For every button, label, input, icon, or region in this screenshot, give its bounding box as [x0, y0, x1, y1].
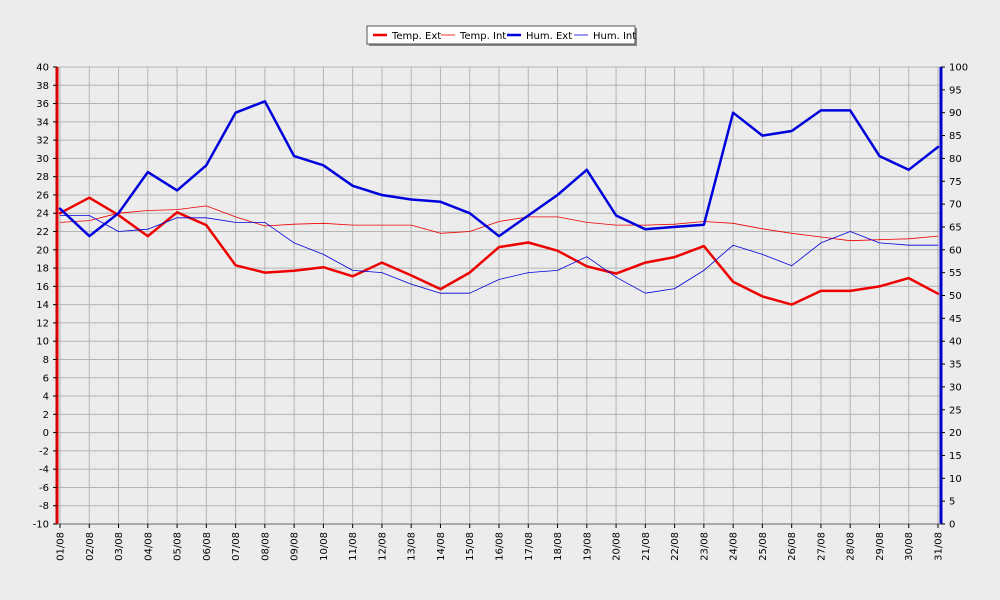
y-left-tick-label: 28: [36, 172, 49, 183]
y-left-tick-label: -6: [39, 483, 49, 494]
y-left-tick-label: 38: [36, 81, 49, 92]
x-tick-label: 23/08: [699, 532, 710, 561]
x-tick-label: 25/08: [758, 532, 769, 561]
x-tick-label: 09/08: [290, 532, 301, 561]
series-line-temp-ext: [58, 196, 940, 306]
x-tick-label: 18/08: [553, 532, 564, 561]
y-left-tick-label: -4: [39, 465, 49, 476]
series-line-hum-ext: [58, 100, 940, 238]
legend-label: Hum. Ext: [526, 31, 572, 42]
x-tick-label: 29/08: [875, 532, 886, 561]
y-left-tick-label: 18: [36, 264, 49, 275]
y-right-tick-label: 25: [949, 405, 962, 416]
y-left-tick-label: 14: [36, 300, 49, 311]
legend-label: Temp. Ext: [391, 31, 441, 42]
legend-box: [366, 25, 636, 45]
x-tick-label: 05/08: [173, 532, 184, 561]
legend: Temp. Ext Temp. Int Hum. Ext Hum. Int: [366, 25, 637, 46]
y-right-tick-label: 20: [949, 428, 962, 439]
x-tick-label: 04/08: [143, 532, 154, 561]
x-tick-label: 08/08: [260, 532, 271, 561]
x-tick-label: 10/08: [319, 532, 330, 561]
y-right-tick-label: 75: [949, 177, 962, 188]
x-tick-label: 24/08: [729, 532, 740, 561]
y-right-tick-label: 95: [949, 85, 962, 96]
y-right-tick-label: 45: [949, 314, 962, 325]
y-left-tick-label: -10: [33, 520, 49, 531]
x-tick-label: 14/08: [436, 532, 447, 561]
x-tick-label: 19/08: [582, 532, 593, 561]
y-right-tick-label: 80: [949, 154, 962, 165]
y-right-tick-label: 55: [949, 268, 962, 279]
y-right-tick-label: 50: [949, 291, 962, 302]
y-right-tick-label: 100: [949, 63, 968, 74]
y-left-tick-label: 16: [36, 282, 49, 293]
x-tick-label: 28/08: [846, 532, 857, 561]
x-tick-label: 17/08: [524, 532, 535, 561]
y-left-tick-label: 12: [36, 318, 49, 329]
x-tick-label: 16/08: [495, 532, 506, 561]
x-tick-label: 06/08: [202, 532, 213, 561]
y-left-tick-label: 2: [43, 410, 49, 421]
y-right-tick-label: 5: [949, 497, 955, 508]
y-left-tick-label: 22: [36, 227, 49, 238]
x-tick-label: 13/08: [407, 532, 418, 561]
y-right-tick-label: 0: [949, 520, 955, 531]
x-tick-label: 07/08: [231, 532, 242, 561]
y-left-tick-label: 10: [36, 337, 49, 348]
y-left-tick-label: -8: [39, 501, 49, 512]
legend-label: Hum. Int: [593, 31, 636, 42]
y-right-tick-label: 65: [949, 222, 962, 233]
x-tick-label: 12/08: [377, 532, 388, 561]
y-left-tick-label: 34: [36, 117, 49, 128]
x-tick-label: 02/08: [85, 532, 96, 561]
y-left-tick-label: 26: [36, 190, 49, 201]
y-right-tick-label: 70: [949, 200, 962, 211]
x-tick-label: 30/08: [904, 532, 915, 561]
x-tick-label: 22/08: [670, 532, 681, 561]
y-left-tick-label: 30: [36, 154, 49, 165]
x-tick-label: 11/08: [348, 532, 359, 561]
x-tick-label: 03/08: [114, 532, 125, 561]
y-left-tick-label: 8: [43, 355, 49, 366]
y-left-tick-label: -2: [39, 446, 49, 457]
y-left-tick-label: 0: [43, 428, 49, 439]
y-left-tick-label: 20: [36, 245, 49, 256]
y-right-tick-label: 90: [949, 108, 962, 119]
y-right-tick-label: 85: [949, 131, 962, 142]
y-left-tick-label: 36: [36, 99, 49, 110]
y-right-tick-label: 30: [949, 382, 962, 393]
y-right-tick-label: 60: [949, 245, 962, 256]
x-tick-label: 26/08: [787, 532, 798, 561]
x-tick-label: 15/08: [465, 532, 476, 561]
x-tick-label: 20/08: [612, 532, 623, 561]
x-tick-label: 01/08: [56, 532, 67, 561]
y-left-tick-label: 24: [36, 209, 49, 220]
y-left-tick-label: 6: [43, 373, 49, 384]
y-right-tick-label: 10: [949, 474, 962, 485]
y-right-tick-label: 15: [949, 451, 962, 462]
x-tick-label: 31/08: [934, 532, 945, 561]
y-right-tick-label: 35: [949, 360, 962, 371]
series-line-temp-int: [59, 205, 939, 242]
series-line-hum-int: [59, 215, 939, 294]
y-left-tick-label: 32: [36, 136, 49, 147]
x-tick-label: 27/08: [816, 532, 827, 561]
y-right-tick-label: 40: [949, 337, 962, 348]
x-tick-label: 21/08: [641, 532, 652, 561]
y-left-tick-label: 40: [36, 63, 49, 74]
y-left-tick-label: 4: [43, 392, 49, 403]
legend-label: Temp. Int: [459, 31, 506, 42]
